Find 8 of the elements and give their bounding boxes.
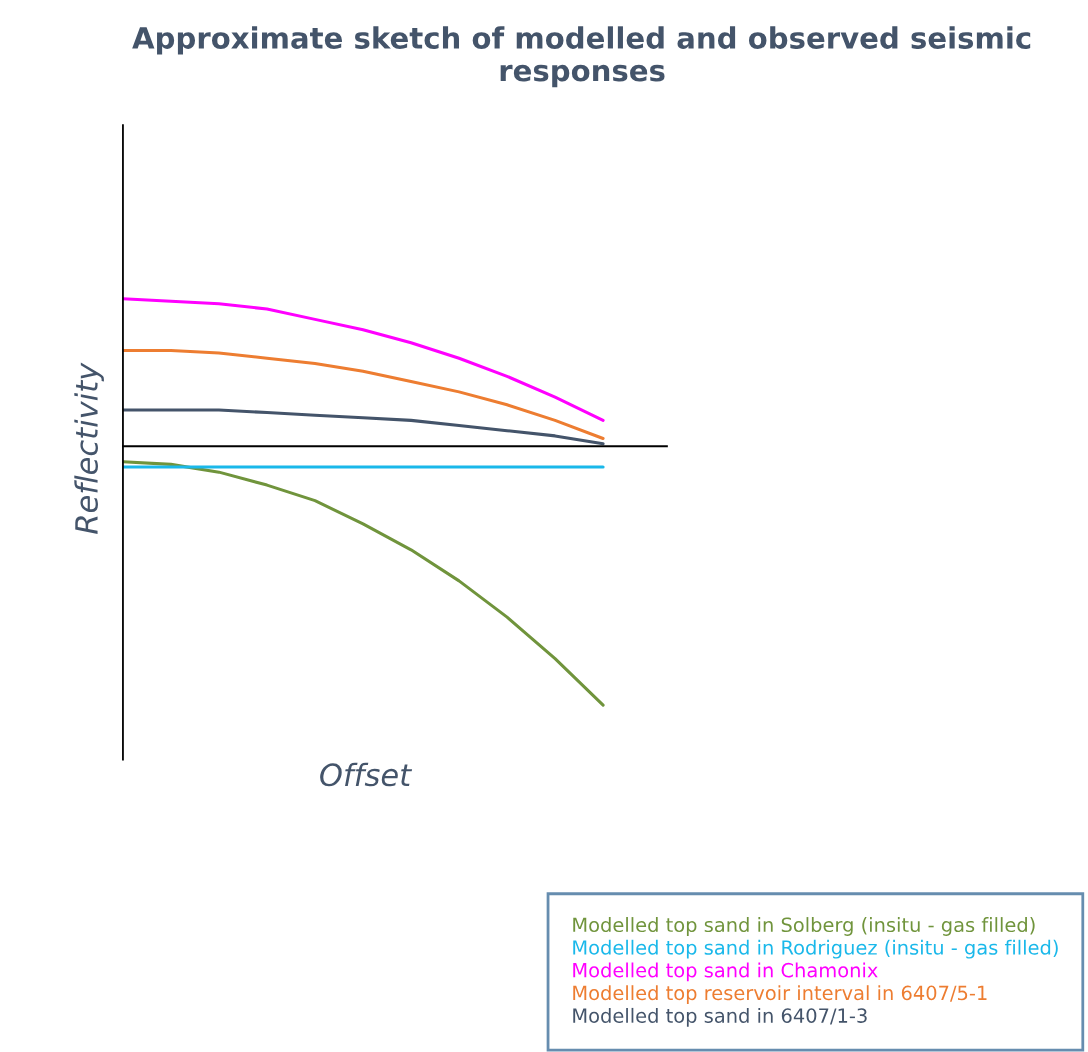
text: Modelled top sand in Solberg (insitu - gas filled) — [573, 917, 1035, 936]
y-axis-title: Reflectivity — [74, 362, 104, 534]
text: Modelled top sand in 6407/1-3 — [573, 1007, 867, 1027]
text: Modelled top sand in Chamonix — [573, 962, 878, 982]
x-axis-title: Offset — [320, 762, 413, 787]
text: Modelled top reservoir interval in 6407/5-1 — [573, 985, 987, 1005]
chart-title: Approximate sketch of modelled and observed seismic responses — [132, 26, 1031, 88]
text: Modelled top sand in Rodriguez (insitu - gas filled) — [573, 939, 1058, 959]
